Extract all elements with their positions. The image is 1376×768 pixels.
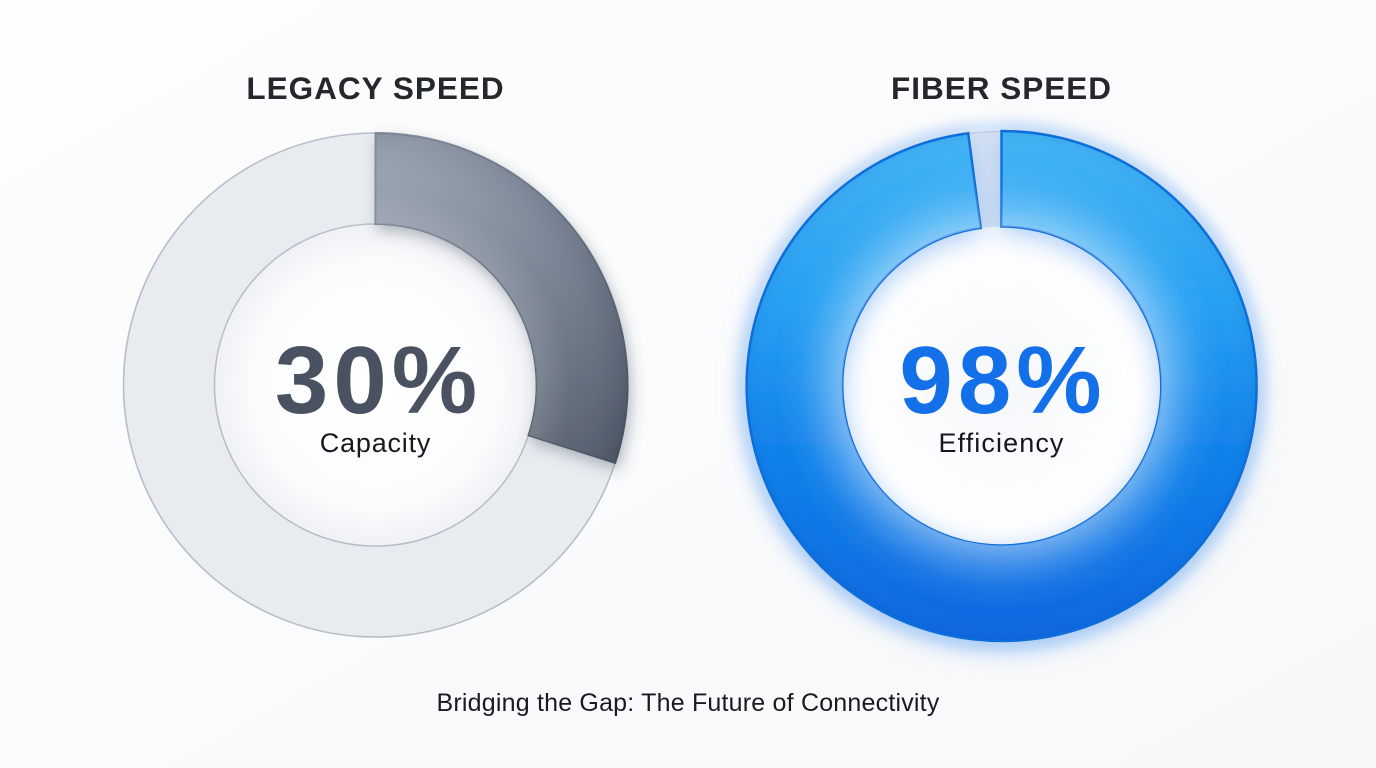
svg-text:Efficiency: Efficiency <box>938 428 1064 458</box>
svg-text:30%: 30% <box>275 327 482 434</box>
svg-text:98%: 98% <box>899 327 1106 434</box>
svg-text:Bridging the Gap: The Future o: Bridging the Gap: The Future of Connecti… <box>436 689 939 717</box>
svg-text:Capacity: Capacity <box>320 428 431 458</box>
svg-text:FIBER SPEED: FIBER SPEED <box>891 70 1112 106</box>
svg-text:LEGACY SPEED: LEGACY SPEED <box>246 70 504 106</box>
